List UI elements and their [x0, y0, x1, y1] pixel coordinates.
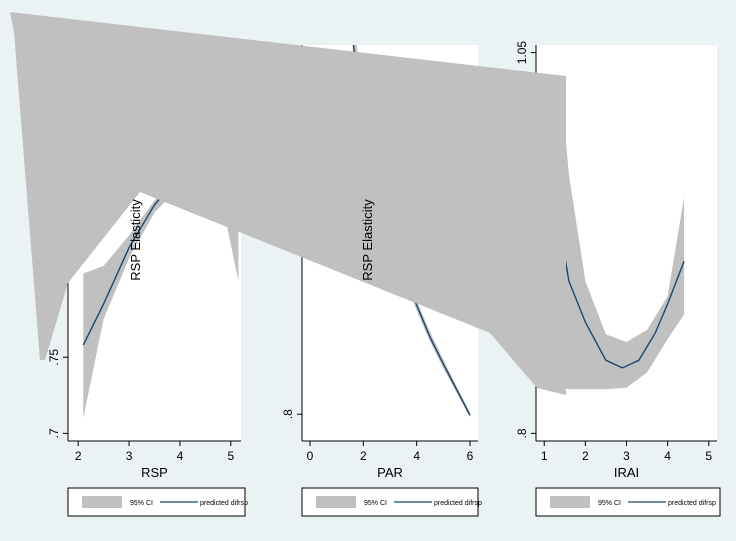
y-tick-label: .75 — [47, 349, 61, 366]
legend-ci-label: 95% CI — [364, 500, 387, 507]
legend-ci-label: 95% CI — [598, 500, 621, 507]
x-tick-label: 3 — [623, 449, 630, 463]
legend-line-label: predicted difrsp — [200, 500, 248, 507]
x-axis-title: IRAI — [614, 465, 639, 480]
y-tick-label: .7 — [47, 428, 61, 438]
y-tick-label: .8 — [515, 428, 529, 438]
predicted-line — [559, 232, 685, 369]
plot-body — [559, 83, 685, 390]
legend-ci-swatch — [316, 496, 356, 508]
x-tick-label: 1 — [541, 449, 548, 463]
labels-layer: RSP Elasticity RSP Elasticity — [128, 199, 375, 281]
y-axis-title: RSP Elasticity — [360, 199, 375, 281]
legend-ci-label: 95% CI — [130, 500, 153, 507]
y-tick-label: .8 — [281, 409, 295, 419]
legend-ci-swatch — [550, 496, 590, 508]
x-tick-label: 2 — [360, 449, 367, 463]
x-tick-label: 5 — [705, 449, 712, 463]
legend-line-label: predicted difrsp — [668, 500, 716, 507]
x-tick-label: 2 — [75, 449, 82, 463]
y-axis-title: RSP Elasticity — [128, 199, 143, 281]
y-tick-label: 1.05 — [515, 41, 529, 65]
x-tick-label: 6 — [467, 449, 474, 463]
x-tick-label: 2 — [582, 449, 589, 463]
x-tick-label: 4 — [413, 449, 420, 463]
legend-ci-swatch — [82, 496, 122, 508]
x-axis-title: PAR — [377, 465, 403, 480]
x-axis-title: RSP — [141, 465, 168, 480]
x-tick-label: 5 — [227, 449, 234, 463]
ci-band — [560, 83, 685, 390]
legend-line-label: predicted difrsp — [434, 500, 482, 507]
x-tick-label: 0 — [307, 449, 314, 463]
x-tick-label: 4 — [664, 449, 671, 463]
overflowing-ci-band — [10, 12, 566, 395]
x-tick-label: 4 — [177, 449, 184, 463]
x-tick-label: 3 — [126, 449, 133, 463]
